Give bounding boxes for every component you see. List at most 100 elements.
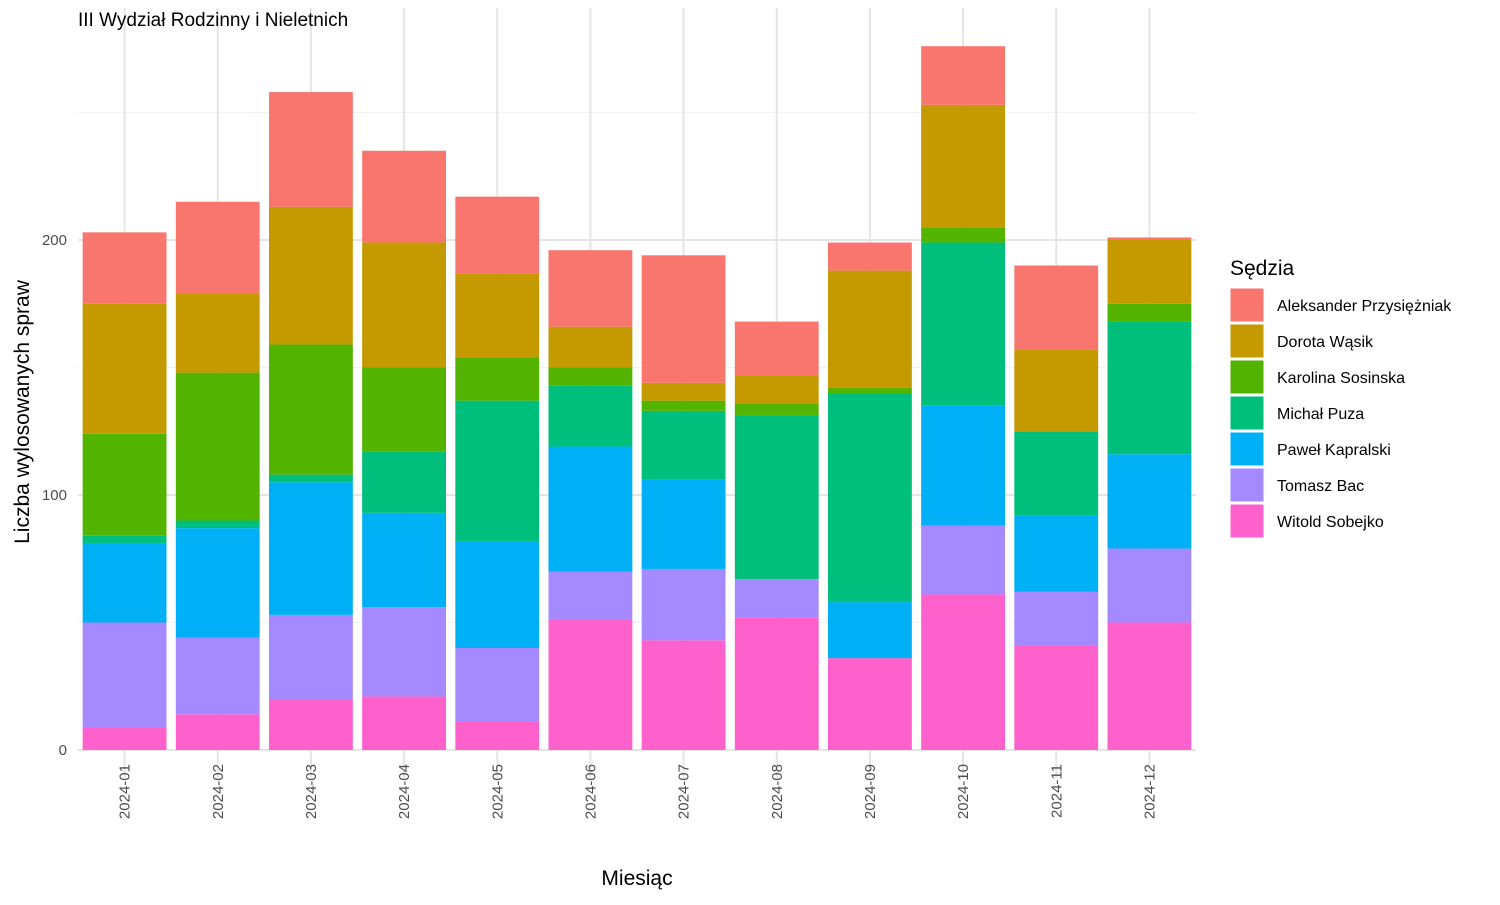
legend-swatch xyxy=(1229,395,1265,431)
legend-swatch xyxy=(1229,503,1265,539)
bar-segment xyxy=(1014,645,1099,750)
bar-segment xyxy=(827,393,912,603)
bar-segment xyxy=(455,273,540,358)
bar-segment xyxy=(268,92,353,207)
legend-label: Dorota Wąsik xyxy=(1277,334,1374,351)
bar-segment xyxy=(175,714,260,750)
bar-segment xyxy=(362,451,447,513)
bar-segment xyxy=(1107,622,1192,750)
legend: Sędzia Aleksander Przysiężniak Dorota Wąs… xyxy=(1229,257,1452,539)
legend-label: Witold Sobejko xyxy=(1277,514,1384,531)
bar-segment xyxy=(734,415,819,580)
bars xyxy=(82,46,1192,750)
legend-label: Paweł Kapralski xyxy=(1277,442,1391,459)
x-tick-label: 2024-02 xyxy=(210,764,227,819)
bar-segment xyxy=(455,196,540,274)
bar-segment xyxy=(362,512,447,608)
bar-segment xyxy=(641,479,726,569)
bar-segment xyxy=(641,400,726,411)
bar-segment xyxy=(362,607,447,697)
x-axis-ticks: 2024-01 2024-02 2024-03 2024-04 2024-05 2024-… xyxy=(117,764,1159,819)
bar-segment xyxy=(734,579,819,618)
bar-segment xyxy=(268,614,353,699)
bar-segment xyxy=(268,206,353,345)
legend-label: Tomasz Bac xyxy=(1277,478,1364,495)
bar-segment xyxy=(455,400,540,541)
bar-segment xyxy=(362,367,447,452)
bar-segment xyxy=(1107,454,1192,549)
legend-label: Aleksander Przysiężniak xyxy=(1277,298,1452,315)
bar-segment xyxy=(175,293,260,373)
bar-segment xyxy=(268,344,353,475)
bar-segment xyxy=(362,696,447,750)
legend-swatch xyxy=(1229,359,1265,395)
bar-segment xyxy=(1014,515,1099,592)
x-tick-label: 2024-03 xyxy=(303,764,320,819)
bar-segment xyxy=(734,403,819,416)
bar-segment xyxy=(641,410,726,480)
bar-segment xyxy=(175,528,260,638)
bar-segment xyxy=(1014,349,1099,432)
bar-segment xyxy=(1107,548,1192,623)
bar-segment xyxy=(641,255,726,383)
bar-segment xyxy=(921,594,1006,750)
bar-segment xyxy=(455,721,540,750)
bar-segment xyxy=(734,375,819,404)
x-tick-label: 2024-01 xyxy=(117,764,134,819)
bar-segment xyxy=(548,571,633,620)
legend-swatch xyxy=(1229,287,1265,323)
bar-segment xyxy=(268,699,353,750)
x-tick-label: 2024-11 xyxy=(1048,764,1065,818)
bar-segment xyxy=(1107,240,1192,304)
x-tick-label: 2024-12 xyxy=(1141,764,1158,819)
bar-segment xyxy=(921,405,1006,526)
y-axis-ticks: 0 100 200 xyxy=(42,232,67,759)
bar-segment xyxy=(827,658,912,750)
bar-segment xyxy=(921,525,1006,595)
x-tick-label: 2024-04 xyxy=(396,764,413,819)
chart-title: III Wydział Rodzinny i Nieletnich xyxy=(78,10,348,31)
bar-segment xyxy=(921,46,1006,105)
bar-segment xyxy=(175,201,260,294)
y-tick-label: 100 xyxy=(42,487,67,504)
bar-segment xyxy=(455,648,540,722)
bar-segment xyxy=(548,446,633,572)
bar-segment xyxy=(734,321,819,376)
x-axis-title: Miesiąc xyxy=(601,867,672,890)
x-tick-label: 2024-05 xyxy=(489,764,506,819)
bar-segment xyxy=(175,372,260,521)
x-tick-label: 2024-09 xyxy=(862,764,879,819)
bar-segment xyxy=(641,640,726,750)
bar-segment xyxy=(548,326,633,368)
bar-segment xyxy=(1014,591,1099,646)
bar-segment xyxy=(82,232,167,304)
legend-items: Aleksander Przysiężniak Dorota Wąsik Karol… xyxy=(1229,287,1452,539)
bar-segment xyxy=(827,602,912,659)
bar-segment xyxy=(82,622,167,728)
bar-segment xyxy=(548,250,633,327)
bar-segment xyxy=(1014,431,1099,516)
bar-segment xyxy=(641,382,726,401)
bar-segment xyxy=(921,242,1006,406)
bar-segment xyxy=(641,568,726,641)
x-tick-label: 2024-10 xyxy=(955,764,972,819)
x-tick-label: 2024-08 xyxy=(769,764,786,819)
bar-segment xyxy=(827,242,912,271)
bar-segment xyxy=(362,150,447,243)
bar-segment xyxy=(175,637,260,715)
legend-label: Karolina Sosinska xyxy=(1277,370,1405,387)
bar-segment xyxy=(548,619,633,750)
bar-segment xyxy=(82,303,167,434)
bar-segment xyxy=(921,104,1006,228)
bar-segment xyxy=(362,242,447,368)
bar-segment xyxy=(82,433,167,536)
bar-segment xyxy=(827,270,912,388)
bar-segment xyxy=(548,385,633,447)
bar-segment xyxy=(82,727,167,750)
bar-segment xyxy=(921,227,1006,243)
x-tick-label: 2024-06 xyxy=(582,764,599,819)
bar-segment xyxy=(1107,237,1192,240)
bar-segment xyxy=(734,617,819,750)
bar-segment xyxy=(455,357,540,401)
